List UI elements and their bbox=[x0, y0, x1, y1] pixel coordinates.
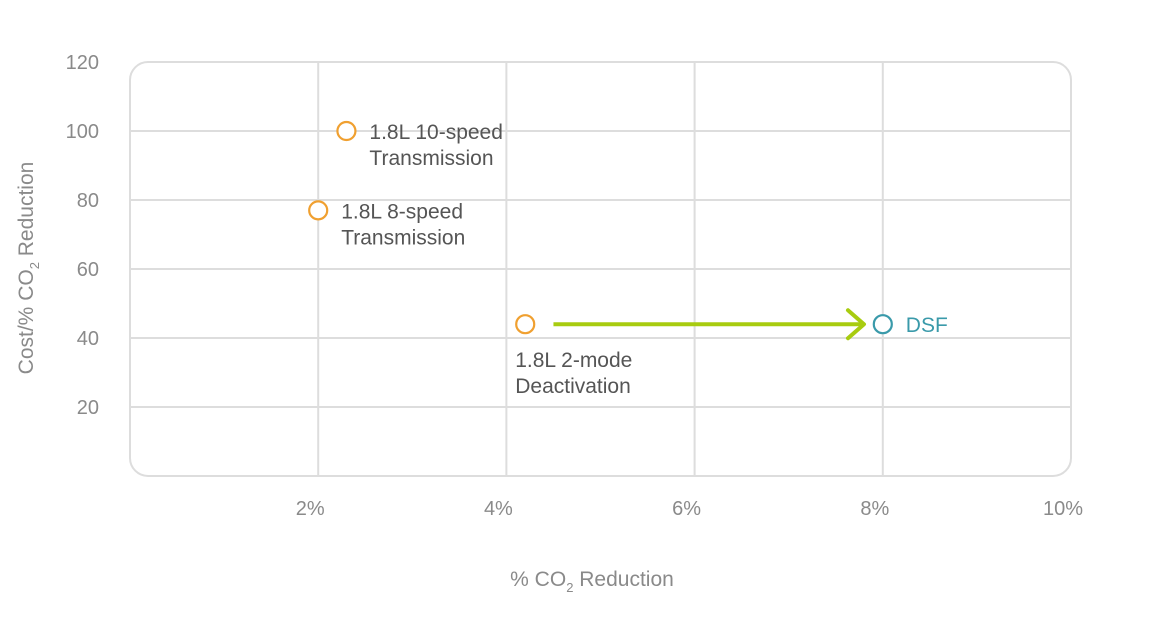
point-label: 1.8L 8-speed bbox=[341, 200, 463, 223]
x-tick-label: 2% bbox=[296, 498, 325, 520]
x-tick-label: 10% bbox=[1043, 498, 1083, 520]
data-point bbox=[336, 120, 357, 142]
y-tick-labels: 20 40 60 80 100 120 bbox=[66, 52, 99, 419]
y-tick-label: 80 bbox=[77, 190, 99, 212]
point-label: 1.8L 2-mode bbox=[515, 349, 632, 372]
y-tick-label: 100 bbox=[66, 121, 99, 143]
data-points: 1.8L 10-speed Transmission 1.8L 8-speed Tra… bbox=[308, 120, 948, 398]
y-axis-title: Cost/% CO2 Reduction bbox=[15, 162, 42, 375]
x-tick-labels: 2% 4% 6% 8% 10% bbox=[296, 498, 1083, 520]
x-tick-label: 6% bbox=[672, 498, 701, 520]
point-label: 1.8L 10-speed bbox=[369, 121, 503, 144]
data-point bbox=[515, 314, 536, 335]
data-point bbox=[872, 314, 893, 335]
y-tick-label: 20 bbox=[77, 397, 99, 419]
y-tick-label: 120 bbox=[66, 52, 99, 74]
y-tick-label: 60 bbox=[77, 259, 99, 281]
y-tick-label: 40 bbox=[77, 328, 99, 350]
point-label: DSF bbox=[906, 314, 948, 337]
x-tick-label: 4% bbox=[484, 498, 513, 520]
data-point bbox=[308, 200, 329, 221]
point-label: Transmission bbox=[341, 226, 465, 249]
x-tick-label: 8% bbox=[860, 498, 889, 520]
x-axis-title: % CO2 Reduction bbox=[510, 568, 674, 595]
grid-lines bbox=[130, 62, 1071, 476]
plot-frame bbox=[129, 61, 1072, 477]
arrow-head bbox=[845, 308, 866, 341]
improvement-arrow bbox=[553, 308, 866, 341]
point-label: Transmission bbox=[369, 147, 493, 170]
point-label: Deactivation bbox=[515, 375, 631, 398]
